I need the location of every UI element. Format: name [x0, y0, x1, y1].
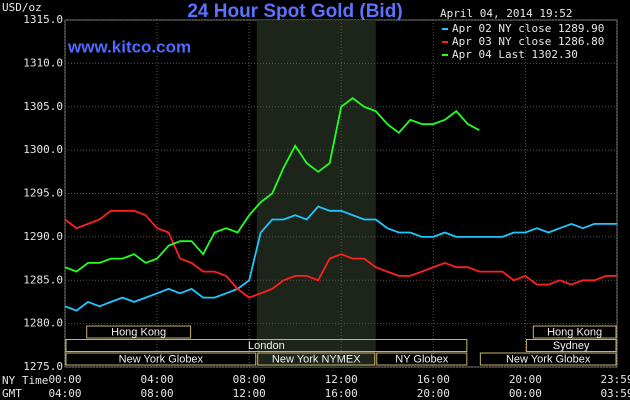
session-label: Hong Kong — [111, 326, 166, 338]
session-label: New York NYMEX — [272, 353, 361, 365]
x2-tick-label: 04:00 — [48, 387, 81, 400]
x2-tick-label: 00:00 — [509, 387, 542, 400]
x-tick-label: 23:59 — [600, 373, 630, 386]
x2-tick-label: 12:00 — [233, 387, 266, 400]
x-tick-label: 00:00 — [48, 373, 81, 386]
legend-label: Apr 03 NY close 1286.80 — [452, 35, 604, 48]
website: www.kitco.com — [67, 37, 191, 56]
session-box — [65, 352, 257, 366]
legend-label: Apr 02 NY close 1289.90 — [452, 22, 604, 35]
session-box — [86, 325, 192, 339]
session-box — [65, 339, 468, 352]
x-tick-label: 16:00 — [417, 373, 450, 386]
chart-title: 24 Hour Spot Gold (Bid) — [187, 1, 402, 22]
timestamp: April 04, 2014 19:52 — [440, 7, 572, 20]
x-tick-label: 12:00 — [325, 373, 358, 386]
x2-tick-label: 16:00 — [325, 387, 358, 400]
x2-tick-label: 20:00 — [417, 387, 450, 400]
session-label: New York Globex — [119, 353, 204, 365]
y-tick-label: 1300.0 — [23, 143, 63, 156]
session-label: Hong Kong — [547, 326, 602, 338]
y-tick-label: 1290.0 — [23, 230, 63, 243]
y-tick-label: 1295.0 — [23, 187, 63, 200]
y-axis-label: USD/oz — [2, 1, 42, 14]
x-tick-label: 08:00 — [233, 373, 266, 386]
session-label: Sydney — [553, 340, 590, 352]
x-tick-label: 04:00 — [141, 373, 174, 386]
x2-tick-label: 03:59 — [600, 387, 630, 400]
session-label: New York Globex — [506, 353, 591, 365]
x2-tick-label: 08:00 — [141, 387, 174, 400]
y-tick-label: 1315.0 — [23, 13, 63, 26]
y-tick-label: 1310.0 — [23, 56, 63, 69]
y-tick-label: 1280.0 — [23, 317, 63, 330]
session-label: London — [248, 340, 285, 352]
legend-label: Apr 04 Last 1302.30 — [452, 48, 578, 61]
highlight-band — [256, 20, 376, 367]
series-line — [64, 205, 617, 312]
x2-axis-label: GMT — [2, 387, 22, 400]
x-tick-label: 20:00 — [509, 373, 542, 386]
series-line — [64, 96, 480, 273]
session-box — [376, 352, 468, 366]
y-tick-label: 1305.0 — [23, 100, 63, 113]
x-axis-label: NY Time — [2, 374, 48, 387]
session-box — [532, 325, 617, 339]
y-tick-label: 1285.0 — [23, 273, 63, 286]
session-box — [525, 339, 617, 352]
session-label: NY Globex — [395, 353, 448, 365]
y-tick-label: 1275.0 — [23, 360, 63, 373]
series-line — [64, 209, 617, 299]
session-box — [479, 352, 617, 366]
session-box — [257, 352, 376, 366]
